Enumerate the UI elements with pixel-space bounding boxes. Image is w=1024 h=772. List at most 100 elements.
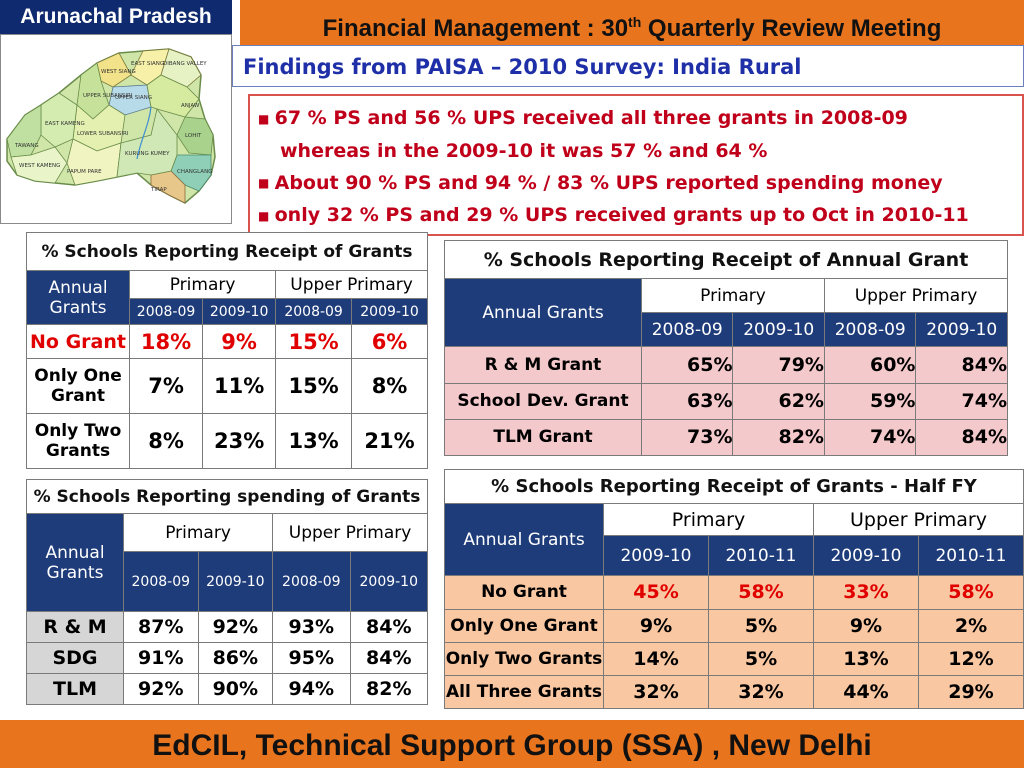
cell: 79% (732, 346, 825, 384)
table-row: SDG 91% 86% 95% 84% (26, 642, 428, 674)
table-row: School Dev. Grant 63% 62% 59% 74% (444, 382, 1008, 420)
cell: 58% (917, 575, 1024, 610)
year-header: 2008-09 (640, 312, 734, 348)
state-label: Arunachal Pradesh (0, 0, 232, 34)
map-label: EAST SIANG (131, 61, 164, 67)
row-label: No Grant (444, 575, 604, 610)
cell: 8% (351, 358, 428, 414)
table-receipt-of-annual-grant: % Schools Reporting Receipt of Annual Gr… (444, 239, 1009, 457)
map-illustration: TAWANG WEST KAMENG EAST KAMENG PAPUM PAR… (1, 35, 231, 223)
table-title: % Schools Reporting spending of Grants (26, 479, 428, 514)
group-header: Primary (128, 270, 277, 299)
year-header: 2008-09 (272, 551, 351, 612)
row-label: TLM Grant (444, 418, 642, 457)
map-label: CHANGLANG (177, 169, 212, 175)
cell: 11% (202, 358, 277, 414)
map-label: LOWER SUBANSIRI (77, 131, 129, 137)
state-map: TAWANG WEST KAMENG EAST KAMENG PAPUM PAR… (0, 34, 232, 224)
column-header: Annual Grants (444, 278, 642, 348)
year-header: 2009-10 (603, 535, 709, 577)
group-header: Primary (641, 278, 825, 314)
bullet-icon: ■ (258, 208, 270, 223)
year-header: 2009-10 (915, 312, 1008, 348)
cell: 58% (707, 575, 814, 610)
cell: 84% (349, 642, 428, 674)
row-label: R & M Grant (444, 346, 642, 384)
cell: 21% (351, 413, 428, 469)
table-row: No Grant 45% 58% 33% 58% (444, 575, 1024, 610)
cell: 33% (812, 575, 919, 610)
table-row: Only One Grant 9% 5% 9% 2% (444, 608, 1024, 643)
bullet-icon: ■ (258, 176, 270, 190)
cell: 15% (275, 358, 353, 414)
table-row: No Grant 18% 9% 15% 6% (26, 324, 428, 359)
cell: 82% (732, 418, 825, 457)
cell: 9% (812, 608, 919, 643)
table-row: R & M 87% 92% 93% 84% (26, 611, 428, 643)
row-label: No Grant (26, 324, 130, 359)
map-label: UPPER SIANG (115, 95, 152, 101)
map-label: ANJAW (181, 103, 200, 109)
map-label: PAPUM PARE (67, 169, 102, 175)
row-label: Only One Grant (26, 358, 130, 414)
year-header: 2009-10 (349, 551, 428, 612)
cell: 91% (123, 642, 199, 674)
table-row: R & M Grant 65% 79% 60% 84% (444, 346, 1008, 384)
row-label: SDG (26, 642, 124, 674)
cell: 5% (707, 641, 814, 676)
column-header: Annual Grants (444, 503, 604, 577)
column-header: Annual Grants (26, 270, 130, 325)
cell: 94% (272, 673, 351, 705)
finding-item: whereas in the 2009-10 it was 57 % and 6… (258, 135, 1014, 167)
map-label: DIBANG VALLEY (163, 61, 207, 67)
footer-banner: EdCIL, Technical Support Group (SSA) , N… (0, 720, 1024, 768)
title-main: Financial Management : 30 (322, 15, 629, 42)
cell: 13% (812, 641, 919, 676)
year-header: 2010-11 (917, 535, 1024, 577)
title-rest: Quarterly Review Meeting (641, 15, 942, 42)
group-header: Upper Primary (275, 270, 428, 299)
table-title: % Schools Reporting Receipt of Grants (26, 232, 428, 271)
cell: 63% (640, 382, 734, 420)
cell: 59% (823, 382, 917, 420)
table-row: Only Two Grants 14% 5% 13% 12% (444, 641, 1024, 676)
map-label: UPPER SUBANSIRI (83, 93, 133, 99)
year-header: 2008-09 (275, 298, 353, 325)
cell: 7% (128, 358, 204, 414)
cell: 74% (915, 382, 1008, 420)
finding-text: whereas in the 2009-10 it was 57 % and 6… (280, 139, 768, 162)
cell: 73% (640, 418, 734, 457)
map-label: KURUNG KUMEY (125, 151, 170, 157)
cell: 14% (603, 641, 709, 676)
table-row: TLM 92% 90% 94% 82% (26, 673, 428, 705)
cell: 92% (197, 611, 274, 643)
finding-item: ■ About 90 % PS and 94 % / 83 % UPS repo… (258, 167, 1014, 200)
year-header: 2010-11 (707, 535, 814, 577)
cell: 44% (812, 674, 919, 710)
group-header: Upper Primary (272, 513, 428, 552)
cell: 6% (351, 324, 428, 359)
column-header: Annual Grants (26, 513, 124, 612)
table-row: All Three Grants 32% 32% 44% 29% (444, 674, 1024, 710)
cell: 12% (917, 641, 1024, 676)
finding-text: only 32 % PS and 29 % UPS received grant… (274, 204, 969, 226)
cell: 13% (275, 413, 353, 469)
cell: 84% (915, 346, 1008, 384)
bullet-icon: ■ (258, 111, 270, 126)
page-title: Financial Management : 30th Quarterly Re… (240, 0, 1024, 45)
title-superscript: th (628, 14, 642, 30)
cell: 62% (732, 382, 825, 420)
cell: 32% (707, 674, 814, 710)
year-header: 2009-10 (812, 535, 919, 577)
finding-text: About 90 % PS and 94 % / 83 % UPS report… (274, 171, 943, 194)
table-title: % Schools Reporting Receipt of Annual Gr… (444, 239, 1008, 280)
table-title: % Schools Reporting Receipt of Grants - … (444, 468, 1024, 505)
row-label: Only Two Grants (26, 413, 130, 469)
cell: 74% (823, 418, 917, 457)
finding-item: ■ 67 % PS and 56 % UPS received all thre… (258, 102, 1014, 135)
cell: 92% (123, 673, 199, 705)
group-header: Primary (603, 503, 814, 537)
table-receipt-half-fy: % Schools Reporting Receipt of Grants - … (444, 468, 1024, 710)
cell: 23% (202, 413, 277, 469)
cell: 86% (197, 642, 274, 674)
